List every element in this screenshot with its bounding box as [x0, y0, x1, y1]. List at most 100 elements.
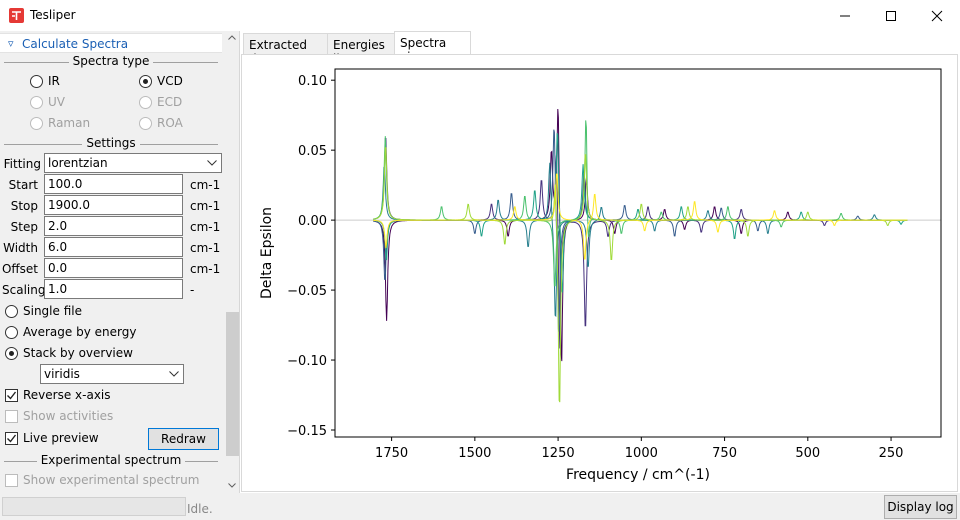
window-title: Tesliper [30, 8, 76, 22]
y-tick-label-0: 0.10 [298, 74, 327, 89]
spectra-chart: 1750 1500 1250 1000 750 500 250 0.10 0.05 0.00 −0.… [259, 68, 942, 483]
live-preview-label: Live preview [23, 431, 99, 445]
close-button[interactable] [914, 0, 960, 31]
live-preview-checkbox[interactable] [5, 432, 18, 445]
y-tick-label-4: −0.10 [287, 354, 327, 369]
stack-by-overview-label: Stack by overview [23, 346, 133, 360]
tab-energies-list[interactable]: Energies list [327, 33, 395, 66]
radio-vcd[interactable] [139, 75, 152, 88]
show-activities-label: Show activities [23, 409, 114, 423]
radio-ir-label: IR [48, 74, 60, 88]
redraw-button[interactable]: Redraw [148, 428, 219, 450]
radio-ecd[interactable] [139, 96, 152, 109]
chevron-down-icon [169, 371, 179, 377]
start-unit: cm-1 [190, 178, 221, 192]
chevron-down-icon [207, 160, 217, 166]
y-axis-label: Delta Epsilon [259, 207, 275, 299]
reverse-x-axis-label: Reverse x-axis [23, 388, 111, 402]
radio-average-by-energy[interactable] [5, 326, 18, 339]
average-by-energy-label: Average by energy [23, 325, 137, 339]
stop-field[interactable]: 1900.0 [44, 195, 183, 215]
checkmark-icon [7, 434, 17, 443]
show-activities-checkbox[interactable] [5, 410, 18, 423]
scaling-label: Scaling [2, 283, 46, 297]
radio-raman-label: Raman [48, 116, 91, 130]
radio-stack-by-overview[interactable] [5, 347, 18, 360]
status-text: Idle. [187, 502, 213, 516]
offset-unit: cm-1 [190, 262, 221, 276]
step-label: Step [10, 220, 38, 234]
fitting-label: Fitting [3, 157, 41, 171]
x-tick-label-6: 250 [879, 446, 904, 461]
spectrum-line-6 [373, 147, 908, 403]
offset-label: Offset [1, 262, 38, 276]
progress-bar [2, 497, 186, 516]
spectra-view-panel: 1750 1500 1250 1000 750 500 250 0.10 0.05 0.00 −0.… [241, 54, 958, 492]
minimize-button[interactable] [822, 0, 868, 31]
x-tick-label-3: 1000 [625, 446, 658, 461]
x-tick-label-2: 1250 [542, 446, 575, 461]
settings-group-title: Settings [0, 136, 222, 151]
stop-unit: cm-1 [190, 199, 221, 213]
fitting-select-value: lorentzian [48, 156, 108, 170]
spectra-type-group-title: Spectra type [0, 54, 222, 69]
y-tick-label-3: −0.05 [287, 284, 327, 299]
experimental-group-title: Experimental spectrum [0, 453, 222, 468]
x-axis-label: Frequency / cm^(-1) [566, 467, 710, 483]
sidebar-scrollbar[interactable] [223, 31, 239, 493]
scroll-down-icon[interactable] [228, 483, 236, 488]
spectrum-line-4 [373, 133, 908, 293]
spectrum-line-5 [373, 120, 908, 287]
radio-vcd-label: VCD [157, 74, 183, 88]
radio-uv[interactable] [30, 96, 43, 109]
spectrum-line-2 [373, 129, 908, 332]
offset-field[interactable]: 0.0 [44, 258, 183, 278]
spectrum-line-7 [373, 173, 908, 260]
maximize-button[interactable] [868, 0, 914, 31]
step-field[interactable]: 2.0 [44, 216, 183, 236]
reverse-x-axis-checkbox[interactable] [5, 389, 18, 402]
calculate-spectra-label: Calculate Spectra [22, 37, 129, 51]
collapse-arrow-icon: ▿ [8, 37, 14, 50]
radio-roa-label: ROA [157, 116, 183, 130]
radio-ecd-label: ECD [157, 95, 183, 109]
plot-frame [334, 68, 942, 438]
checkmark-icon [7, 391, 17, 400]
spectrum-line-0 [373, 108, 908, 362]
start-field[interactable]: 100.0 [44, 174, 183, 194]
status-bar: Idle. [0, 493, 960, 520]
x-tick-label-5: 500 [795, 446, 820, 461]
radio-uv-label: UV [48, 95, 65, 109]
radio-single-file[interactable] [5, 305, 18, 318]
app-icon [9, 8, 24, 23]
tab-spectra-view[interactable]: Spectra view [394, 31, 471, 64]
fitting-select[interactable]: lorentzian [44, 153, 222, 173]
radio-raman[interactable] [30, 117, 43, 130]
colormap-select-value: viridis [44, 367, 80, 381]
show-experimental-checkbox[interactable] [5, 474, 18, 487]
spectrum-line-3 [373, 162, 908, 318]
step-unit: cm-1 [190, 220, 221, 234]
width-field[interactable]: 6.0 [44, 237, 183, 257]
start-label: Start [8, 178, 38, 192]
display-log-button[interactable]: Display log [884, 495, 957, 519]
width-unit: cm-1 [190, 241, 221, 255]
scroll-up-icon[interactable] [228, 35, 236, 40]
scrollbar-thumb[interactable] [226, 312, 239, 456]
colormap-select[interactable]: viridis [40, 364, 184, 384]
y-tick-label-1: 0.05 [298, 144, 327, 159]
calculate-spectra-header[interactable]: ▿ Calculate Spectra [0, 33, 222, 53]
x-tick-label-0: 1750 [375, 446, 408, 461]
radio-ir[interactable] [30, 75, 43, 88]
tab-extracted-data[interactable]: Extracted data [243, 33, 328, 66]
tab-bar: Extracted data Energies list Spectra vie… [241, 31, 960, 66]
width-label: Width [3, 241, 38, 255]
scaling-field[interactable]: 1.0 [44, 279, 183, 299]
stop-label: Stop [10, 199, 38, 213]
single-file-label: Single file [23, 304, 82, 318]
scaling-unit: - [190, 283, 195, 297]
y-tick-label-2: 0.00 [298, 214, 327, 229]
x-tick-label-4: 750 [712, 446, 737, 461]
spectrum-line-1 [373, 138, 908, 349]
radio-roa[interactable] [139, 117, 152, 130]
